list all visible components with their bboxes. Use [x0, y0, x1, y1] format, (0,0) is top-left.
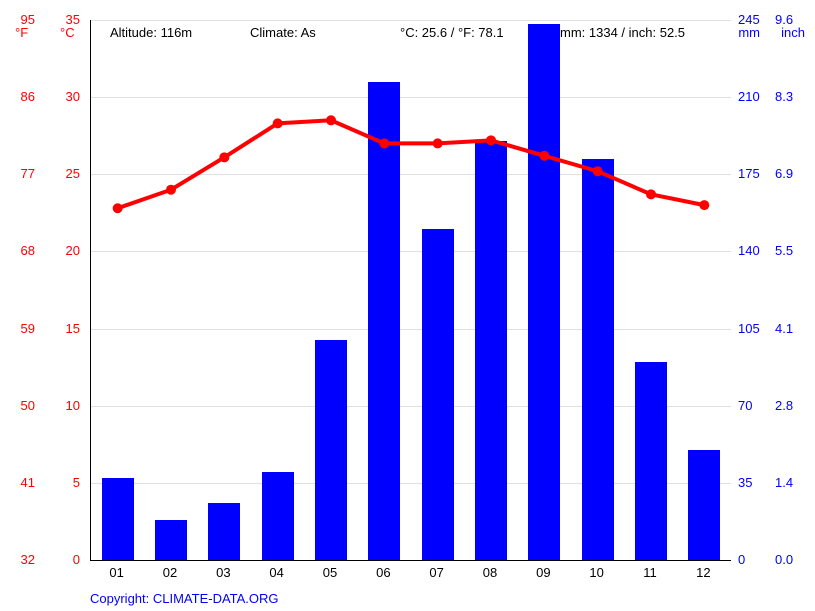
tick-label-f: 59	[10, 321, 35, 336]
gridline	[91, 174, 731, 175]
tick-label-inch: 0.0	[775, 552, 793, 567]
temp-marker	[646, 189, 656, 199]
precip-bar	[422, 229, 454, 560]
tick-label-mm: 175	[738, 166, 760, 181]
tick-label-inch: 2.8	[775, 398, 793, 413]
tick-label-inch: 5.5	[775, 243, 793, 258]
axis-title-fahrenheit: °F	[15, 25, 28, 40]
plot-area	[90, 20, 731, 561]
tick-label-c: 10	[50, 398, 80, 413]
precip-bar	[155, 520, 187, 560]
x-tick-label: 01	[109, 565, 123, 580]
tick-label-c: 25	[50, 166, 80, 181]
tick-label-inch: 4.1	[775, 321, 793, 336]
x-tick-label: 11	[643, 565, 657, 580]
gridline	[91, 97, 731, 98]
temp-line-path	[118, 120, 705, 208]
precip-bar	[208, 503, 240, 560]
gridline	[91, 251, 731, 252]
tick-label-mm: 105	[738, 321, 760, 336]
tick-label-f: 41	[10, 475, 35, 490]
x-tick-label: 06	[376, 565, 390, 580]
tick-label-c: 35	[50, 12, 80, 27]
x-tick-label: 09	[536, 565, 550, 580]
tick-label-mm: 140	[738, 243, 760, 258]
temp-marker	[166, 185, 176, 195]
temp-marker	[219, 152, 229, 162]
tick-label-f: 50	[10, 398, 35, 413]
x-tick-label: 05	[323, 565, 337, 580]
precip-bar	[475, 141, 507, 560]
copyright-text: Copyright: CLIMATE-DATA.ORG	[90, 591, 279, 606]
x-tick-label: 07	[429, 565, 443, 580]
tick-label-inch: 1.4	[775, 475, 793, 490]
tick-label-f: 68	[10, 243, 35, 258]
tick-label-f: 95	[10, 12, 35, 27]
tick-label-c: 5	[50, 475, 80, 490]
precip-bar	[528, 24, 560, 560]
precip-bar	[315, 340, 347, 560]
x-tick-label: 08	[483, 565, 497, 580]
tick-label-mm: 35	[738, 475, 752, 490]
tick-label-f: 86	[10, 89, 35, 104]
x-tick-label: 10	[589, 565, 603, 580]
gridline	[91, 20, 731, 21]
axis-title-inch: inch	[781, 25, 805, 40]
temp-marker	[326, 115, 336, 125]
tick-label-inch: 6.9	[775, 166, 793, 181]
precip-bar	[368, 82, 400, 560]
tick-label-c: 0	[50, 552, 80, 567]
temp-marker	[113, 203, 123, 213]
tick-label-mm: 210	[738, 89, 760, 104]
precip-bar	[262, 472, 294, 560]
gridline	[91, 329, 731, 330]
precip-bar	[582, 159, 614, 560]
precip-bar	[688, 450, 720, 560]
temp-marker	[699, 200, 709, 210]
climate-chart: °F °C mm inch Altitude: 116m Climate: As…	[0, 0, 815, 611]
x-tick-label: 12	[696, 565, 710, 580]
tick-label-inch: 9.6	[775, 12, 793, 27]
tick-label-c: 20	[50, 243, 80, 258]
x-tick-label: 03	[216, 565, 230, 580]
tick-label-f: 32	[10, 552, 35, 567]
temp-marker	[433, 138, 443, 148]
tick-label-mm: 70	[738, 398, 752, 413]
tick-label-c: 30	[50, 89, 80, 104]
temp-marker	[273, 118, 283, 128]
tick-label-inch: 8.3	[775, 89, 793, 104]
precip-bar	[635, 362, 667, 560]
axis-title-celsius: °C	[60, 25, 75, 40]
precip-bar	[102, 478, 134, 560]
tick-label-f: 77	[10, 166, 35, 181]
tick-label-mm: 0	[738, 552, 745, 567]
x-tick-label: 02	[163, 565, 177, 580]
x-tick-label: 04	[269, 565, 283, 580]
tick-label-mm: 245	[738, 12, 760, 27]
tick-label-c: 15	[50, 321, 80, 336]
axis-title-mm: mm	[738, 25, 760, 40]
